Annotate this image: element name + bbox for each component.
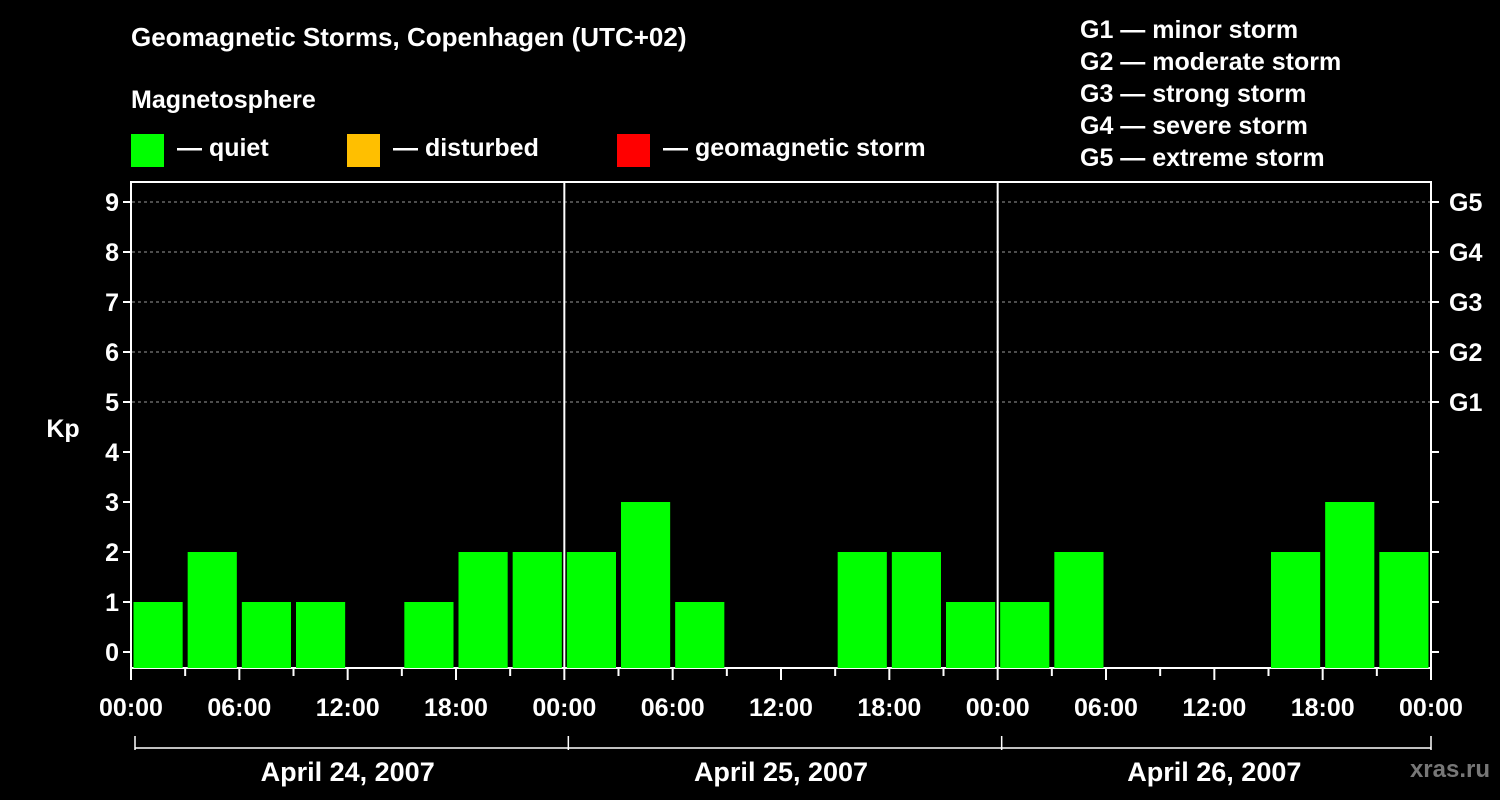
g-scale-label: G4 — [1449, 239, 1482, 267]
y-tick-label: 5 — [105, 389, 119, 417]
legend-label-disturbed: — disturbed — [393, 134, 539, 162]
x-tick-label: 18:00 — [857, 694, 921, 722]
legend-swatch-disturbed — [347, 134, 380, 167]
kp-bar — [946, 602, 996, 668]
g-scale-label: G2 — [1449, 339, 1482, 367]
y-axis-label: Kp — [46, 415, 79, 443]
y-tick-label: 8 — [105, 239, 119, 267]
x-tick-label: 06:00 — [1074, 694, 1138, 722]
x-tick-label: 12:00 — [1182, 694, 1246, 722]
x-tick-label: 06:00 — [207, 694, 271, 722]
plot-frame — [130, 181, 1432, 669]
kp-bar — [133, 602, 183, 668]
kp-bar — [1000, 602, 1050, 668]
x-tick-label: 00:00 — [1399, 694, 1463, 722]
x-tick-label: 18:00 — [424, 694, 488, 722]
g-scale-legend: G1 — minor storm G2 — moderate storm G3 … — [1080, 14, 1341, 174]
g-scale-label: G1 — [1449, 389, 1482, 417]
kp-bar — [837, 552, 887, 668]
kp-bar — [187, 552, 237, 668]
g-legend-g5: G5 — extreme storm — [1080, 144, 1325, 172]
kp-bar — [296, 602, 346, 668]
kp-bar — [458, 552, 508, 668]
g-legend-g4: G4 — severe storm — [1080, 112, 1308, 140]
legend-swatch-quiet — [131, 134, 164, 167]
kp-bar — [891, 552, 941, 668]
kp-bar — [1325, 502, 1375, 668]
g-scale-label: G5 — [1449, 189, 1482, 217]
legend-subtitle: Magnetosphere — [131, 86, 316, 114]
y-tick-label: 6 — [105, 339, 119, 367]
x-tick-label: 12:00 — [749, 694, 813, 722]
x-tick-label: 06:00 — [641, 694, 705, 722]
g-legend-g2: G2 — moderate storm — [1080, 48, 1342, 76]
kp-bar — [404, 602, 454, 668]
kp-bar — [1054, 552, 1104, 668]
day-label: April 26, 2007 — [1127, 757, 1301, 787]
g-legend-g3: G3 — strong storm — [1080, 80, 1307, 108]
watermark: xras.ru — [1409, 756, 1490, 783]
kp-bar — [1271, 552, 1321, 668]
x-tick-label: 18:00 — [1291, 694, 1355, 722]
x-tick-label: 12:00 — [316, 694, 380, 722]
g-legend-g1: G1 — minor storm — [1080, 16, 1299, 44]
x-tick-label: 00:00 — [532, 694, 596, 722]
y-tick-label: 2 — [105, 539, 119, 567]
y-tick-label: 7 — [105, 289, 119, 317]
y-tick-label: 4 — [105, 439, 119, 467]
kp-bar — [621, 502, 671, 668]
legend-swatch-storm — [617, 134, 650, 167]
x-tick-label: 00:00 — [966, 694, 1030, 722]
x-tick-label: 00:00 — [99, 694, 163, 722]
day-label: April 25, 2007 — [694, 757, 868, 787]
y-tick-label: 3 — [105, 489, 119, 517]
chart-title: Geomagnetic Storms, Copenhagen (UTC+02) — [131, 22, 687, 52]
kp-bar — [566, 552, 616, 668]
y-tick-label: 9 — [105, 189, 119, 217]
kp-bar — [1379, 552, 1429, 668]
day-label: April 24, 2007 — [261, 757, 435, 787]
y-tick-label: 1 — [105, 589, 119, 617]
kp-bar — [675, 602, 725, 668]
legend-label-quiet: — quiet — [177, 134, 269, 162]
y-tick-label: 0 — [105, 639, 119, 667]
legend-label-storm: — geomagnetic storm — [663, 134, 926, 162]
kp-bar — [512, 552, 562, 668]
g-scale-label: G3 — [1449, 289, 1482, 317]
kp-bar — [241, 602, 291, 668]
